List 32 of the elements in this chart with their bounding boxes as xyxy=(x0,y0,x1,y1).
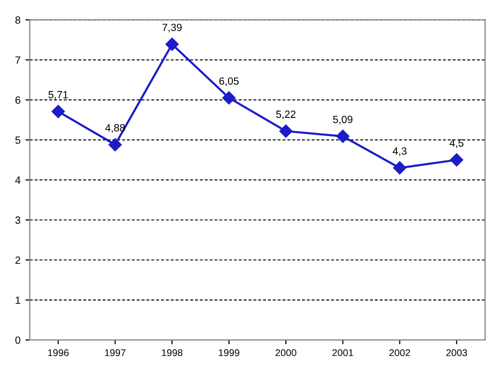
y-tick-label: 8 xyxy=(15,16,20,24)
data-label: 4,3 xyxy=(392,147,406,156)
point xyxy=(165,38,179,51)
point xyxy=(393,161,406,175)
x-tick-label: 2002 xyxy=(389,349,410,356)
y-tick-label: 2 xyxy=(15,256,20,264)
data-label: 5,09 xyxy=(333,116,352,124)
y-tick-label: 1 xyxy=(16,296,20,304)
point xyxy=(222,91,236,104)
point xyxy=(279,124,292,138)
point xyxy=(336,130,350,143)
x-tick-label: 2001 xyxy=(332,349,354,356)
y-tick-label: 3 xyxy=(15,216,20,224)
data-label: 7,39 xyxy=(162,24,182,32)
y-tick-label: 7 xyxy=(15,56,20,64)
point xyxy=(52,104,65,118)
data-label: 4,5 xyxy=(450,139,464,148)
x-tick-label: 1996 xyxy=(48,349,69,356)
point xyxy=(108,138,122,152)
y-tick-label: 0 xyxy=(15,336,20,344)
point xyxy=(450,153,464,167)
data-label: 5,71 xyxy=(48,91,68,100)
x-tick-label: 1999 xyxy=(218,349,240,356)
y-tick-label: 4 xyxy=(15,176,20,184)
x-tick-label: 2003 xyxy=(446,349,468,356)
data-label: 5,22 xyxy=(276,110,296,120)
data-label: 6,05 xyxy=(219,77,239,86)
y-tick-label: 6 xyxy=(15,96,20,104)
x-tick-label: 1997 xyxy=(105,349,126,356)
y-tick-label: 5 xyxy=(15,136,20,144)
x-tick-label: 1998 xyxy=(162,349,182,356)
x-tick-label: 2000 xyxy=(276,349,296,356)
